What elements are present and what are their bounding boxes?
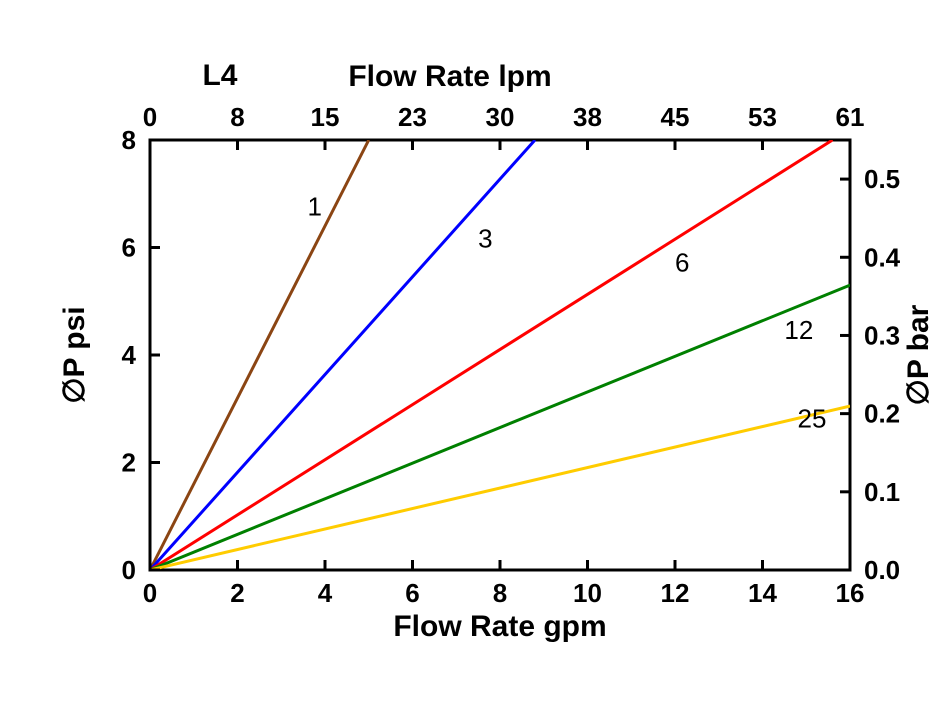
y-right-tick-label: 0.1 bbox=[864, 477, 900, 507]
x-top-tick-label: 30 bbox=[486, 102, 515, 132]
x-top-tick-label: 61 bbox=[836, 102, 865, 132]
x-top-tick-label: 0 bbox=[143, 102, 157, 132]
series-label: 1 bbox=[308, 191, 322, 221]
x-top-tick-label: 15 bbox=[311, 102, 340, 132]
pressure-flow-chart: 1361225 0246810121416 0815233038455361 0… bbox=[0, 0, 936, 712]
x-bottom-tick-label: 12 bbox=[661, 578, 690, 608]
series-labels: 1 3 6 12 25 bbox=[308, 191, 827, 433]
x-bottom-tick-label: 0 bbox=[143, 578, 157, 608]
series-line bbox=[150, 140, 535, 570]
y-right-tick-label: 0.4 bbox=[864, 242, 901, 272]
x-bottom-tick-label: 16 bbox=[836, 578, 865, 608]
y-left-tick-label: 4 bbox=[122, 340, 137, 370]
series-label: 25 bbox=[798, 404, 827, 434]
x-bottom-title: Flow Rate gpm bbox=[393, 610, 606, 643]
series-group bbox=[150, 140, 850, 570]
y-left-tick-label: 8 bbox=[122, 125, 136, 155]
y-left-title: ∅P psi bbox=[58, 306, 91, 403]
x-bottom-tick-label: 10 bbox=[573, 578, 602, 608]
y-left-tick-label: 2 bbox=[122, 448, 136, 478]
x-bottom-tick-label: 4 bbox=[318, 578, 333, 608]
x-top-tick-label: 8 bbox=[230, 102, 244, 132]
y-right-tick-label: 0.5 bbox=[864, 164, 900, 194]
x-bottom-tick-label: 8 bbox=[493, 578, 507, 608]
y-right-tick-label: 0.2 bbox=[864, 399, 900, 429]
series-label: 3 bbox=[478, 224, 492, 254]
x-bottom-tick-label: 14 bbox=[748, 578, 777, 608]
y-left-tick-label: 6 bbox=[122, 233, 136, 263]
x-bottom-ticks: 0 2 4 6 8 10 12 14 16 bbox=[143, 560, 865, 608]
x-top-tick-label: 23 bbox=[398, 102, 427, 132]
y-left-ticks: 0 2 4 6 8 bbox=[122, 125, 160, 585]
x-top-tick-label: 45 bbox=[661, 102, 690, 132]
series-label: 12 bbox=[784, 315, 813, 345]
x-top-ticks: 0 8 15 23 30 38 45 53 61 bbox=[143, 102, 865, 150]
series-line bbox=[150, 140, 369, 570]
series-label: 6 bbox=[675, 248, 689, 278]
x-top-title: Flow Rate lpm bbox=[348, 60, 551, 93]
x-top-tick-label: 38 bbox=[573, 102, 602, 132]
corner-label: L4 bbox=[202, 59, 237, 92]
series-line bbox=[150, 406, 850, 570]
y-right-tick-label: 0.0 bbox=[864, 555, 900, 585]
x-bottom-tick-label: 2 bbox=[230, 578, 244, 608]
y-right-title: ∅P bar bbox=[902, 304, 935, 405]
y-left-tick-label: 0 bbox=[122, 555, 136, 585]
x-top-tick-label: 53 bbox=[748, 102, 777, 132]
series-line bbox=[150, 285, 850, 570]
series-line bbox=[150, 140, 833, 570]
x-bottom-tick-label: 6 bbox=[405, 578, 419, 608]
y-right-tick-label: 0.3 bbox=[864, 320, 900, 350]
